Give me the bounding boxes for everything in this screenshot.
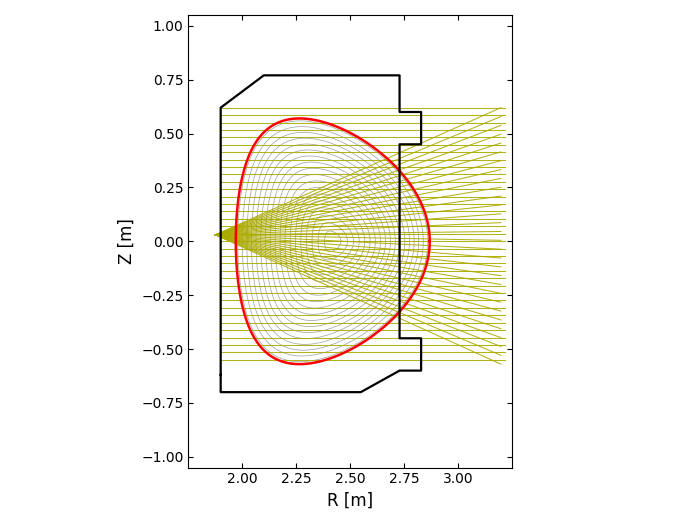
X-axis label: R [m]: R [m]	[327, 492, 373, 510]
Y-axis label: Z [m]: Z [m]	[118, 218, 136, 264]
